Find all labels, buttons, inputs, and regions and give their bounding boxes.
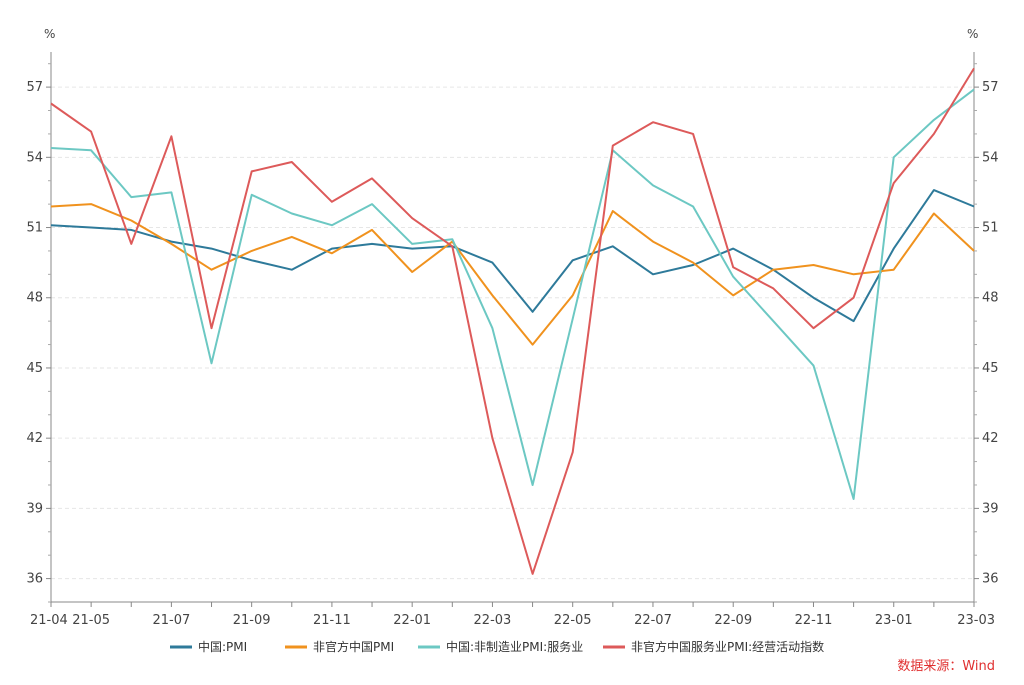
x-tick-label: 23-01: [875, 613, 913, 628]
x-tick-label: 21-04: [30, 613, 68, 628]
x-tick-label: 22-07: [634, 613, 672, 628]
source-note: 数据来源：Wind: [897, 659, 995, 674]
series-lines: [50, 67, 975, 575]
right-y-tick-label: 36: [982, 572, 999, 587]
left-y-tick-label: 54: [26, 150, 43, 165]
x-tick-label: 21-07: [153, 613, 191, 628]
x-tick-label: 22-05: [554, 613, 592, 628]
left-y-tick-label: 42: [26, 431, 43, 446]
right-y-tick-label: 42: [982, 431, 999, 446]
x-tick-label: 22-01: [393, 613, 431, 628]
series-line: [50, 203, 975, 346]
x-tick-label: 23-03: [957, 613, 995, 628]
x-tick-label: 22-03: [474, 613, 512, 628]
left-y-unit: %: [44, 27, 55, 41]
left-y-tick-label: 39: [26, 501, 43, 516]
left-y-tick-label: 51: [26, 221, 43, 236]
series-line: [50, 67, 975, 575]
right-y-tick-label: 54: [982, 150, 999, 165]
right-y-tick-label: 51: [982, 221, 999, 236]
x-tick-label: 22-11: [795, 613, 833, 628]
left-y-tick-label: 45: [26, 361, 43, 376]
x-tick-label: 22-09: [714, 613, 752, 628]
right-y-tick-label: 45: [982, 361, 999, 376]
series-line: [50, 88, 975, 500]
legend: 中国:PMI 非官方中国PMI 中国:非制造业PMI:服务业 非官方中国服务业PMI:…: [170, 639, 824, 654]
right-y-tick-label: 57: [982, 80, 999, 95]
x-ticks: 21-04 21-05 21-07 21-09 21-11 22-01 22-03 22-05…: [30, 602, 995, 628]
legend-label: 非官方中国服务业PMI:经营活动指数: [631, 639, 824, 654]
right-y-tick-label: 48: [982, 291, 999, 306]
legend-label: 中国:PMI: [198, 639, 247, 654]
x-tick-label: 21-05: [72, 613, 110, 628]
left-y-tick-label: 48: [26, 291, 43, 306]
legend-label: 非官方中国PMI: [313, 639, 394, 654]
right-y-unit: %: [967, 27, 978, 41]
y-ticks: 36 36 39 39 42 42 45 45 48 48 51 51 54 54 57 57: [26, 63, 999, 603]
x-tick-label: 21-09: [233, 613, 271, 628]
axes: % %: [44, 27, 978, 603]
left-y-tick-label: 36: [26, 572, 43, 587]
left-y-tick-label: 57: [26, 80, 43, 95]
legend-label: 中国:非制造业PMI:服务业: [446, 639, 583, 654]
x-tick-label: 21-11: [313, 613, 351, 628]
right-y-tick-label: 39: [982, 501, 999, 516]
series-line: [50, 189, 975, 323]
